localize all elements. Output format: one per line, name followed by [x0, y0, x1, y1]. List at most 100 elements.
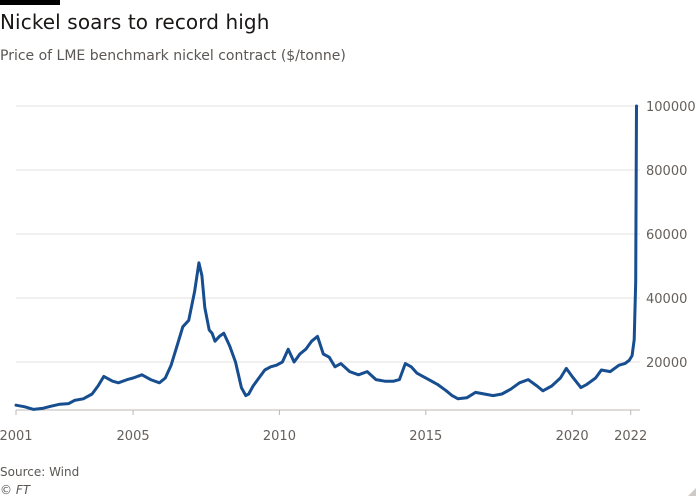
data-point	[181, 325, 184, 328]
data-point	[234, 360, 237, 364]
data-point	[609, 370, 612, 373]
data-point	[117, 381, 120, 384]
data-point	[421, 375, 425, 378]
y-axis: 20000 40000 60000 80000 100000	[646, 100, 696, 371]
copyright-note: © FT	[0, 483, 31, 497]
data-point	[298, 352, 302, 356]
data-point	[328, 356, 331, 359]
data-point	[131, 376, 135, 380]
data-point	[275, 364, 278, 367]
y-tick-label: 20000	[646, 356, 687, 371]
data-point	[175, 344, 179, 348]
data-point	[58, 403, 62, 406]
data-point	[23, 405, 26, 408]
data-point	[251, 384, 255, 388]
x-tick-label: 2005	[117, 429, 150, 444]
data-point	[208, 328, 211, 332]
data-point	[310, 340, 313, 343]
data-point	[635, 104, 638, 108]
data-point	[491, 394, 495, 397]
data-point	[474, 391, 477, 394]
data-point	[465, 396, 468, 399]
data-point	[193, 290, 196, 293]
data-point	[210, 332, 214, 335]
corner-mark-icon	[688, 488, 696, 496]
data-point	[240, 386, 243, 389]
data-point	[410, 365, 413, 368]
y-tick-label: 40000	[646, 292, 687, 307]
data-point	[600, 368, 603, 372]
data-point	[509, 388, 512, 391]
data-point	[535, 384, 539, 388]
data-point	[366, 370, 369, 373]
y-tick-label: 60000	[646, 228, 687, 243]
y-tick-label: 80000	[646, 164, 687, 179]
data-point	[228, 344, 231, 348]
y-tick-label: 100000	[646, 100, 696, 115]
data-point	[158, 381, 161, 384]
data-point	[164, 376, 167, 380]
data-point	[500, 392, 504, 396]
data-point	[357, 373, 360, 376]
chart-subtitle: Price of LME benchmark nickel contract (…	[0, 48, 346, 64]
data-point	[623, 362, 626, 365]
x-tick-label: 2020	[556, 429, 589, 444]
data-point	[635, 168, 638, 172]
nickel-price-line	[14, 104, 638, 411]
gridlines	[16, 105, 640, 363]
data-point	[316, 335, 319, 338]
data-point	[483, 392, 486, 396]
data-point	[102, 375, 106, 378]
data-point	[247, 392, 250, 396]
data-point	[398, 378, 401, 381]
x-tick-label: 2010	[263, 429, 296, 444]
data-point	[304, 348, 307, 351]
data-point	[263, 368, 266, 372]
data-point	[67, 402, 70, 405]
data-point	[73, 399, 76, 402]
data-point	[565, 367, 568, 370]
data-point	[392, 380, 395, 383]
data-point	[96, 384, 100, 388]
data-point	[339, 362, 343, 365]
x-tick-label: 2001	[0, 429, 33, 444]
data-point	[527, 378, 530, 381]
chart-title: Nickel soars to record high	[0, 10, 270, 34]
data-point	[287, 348, 290, 351]
series-group	[14, 104, 638, 411]
data-point	[187, 319, 190, 322]
data-point	[404, 362, 407, 365]
data-point	[617, 364, 621, 367]
data-point	[244, 394, 247, 397]
data-point	[518, 381, 521, 384]
data-point	[415, 372, 419, 375]
data-point	[149, 378, 152, 381]
data-point	[427, 378, 430, 381]
data-point	[41, 407, 44, 410]
data-point	[126, 378, 129, 381]
data-point	[111, 380, 114, 383]
data-point	[322, 352, 325, 356]
data-point	[218, 335, 221, 338]
data-point	[197, 261, 201, 264]
brand-bar	[0, 0, 60, 5]
data-point	[436, 383, 439, 386]
line-chart: 20000 40000 60000 80000 100000 2001 2005 2010 2…	[0, 100, 696, 444]
data-point	[630, 354, 634, 357]
data-point	[445, 389, 448, 392]
data-point	[348, 370, 351, 373]
data-point	[541, 389, 545, 392]
data-point	[628, 359, 631, 362]
data-point	[579, 386, 583, 389]
data-point	[585, 383, 588, 386]
data-point	[49, 405, 53, 408]
data-point	[333, 365, 337, 368]
data-point	[374, 378, 378, 381]
data-point	[633, 338, 636, 341]
data-point	[32, 408, 35, 411]
x-tick-label: 2015	[409, 429, 442, 444]
data-point	[169, 364, 173, 367]
data-point	[200, 274, 204, 277]
data-point	[140, 373, 144, 376]
data-point	[550, 384, 553, 388]
